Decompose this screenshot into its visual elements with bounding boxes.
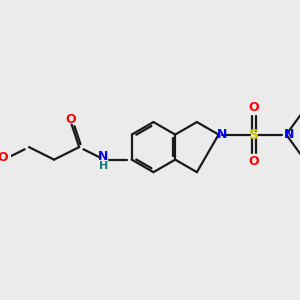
Text: O: O [65,113,76,126]
Text: N: N [98,150,108,163]
Text: O: O [0,151,8,164]
Text: N: N [284,128,294,141]
Text: H: H [99,161,108,171]
Text: O: O [248,101,259,114]
Text: N: N [217,128,228,141]
Text: O: O [248,155,259,169]
Text: S: S [249,128,259,142]
